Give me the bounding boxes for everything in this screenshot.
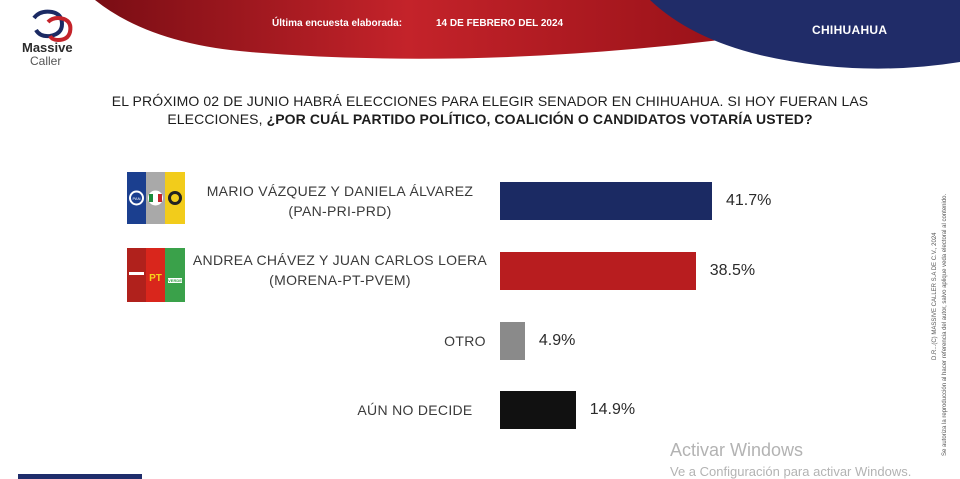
region-label: CHIHUAHUA: [812, 23, 888, 37]
activate-windows-subtitle: Ve a Configuración para activar Windows.: [670, 464, 912, 479]
candidate-names-1: MARIO VÁZQUEZ Y DANIELA ÁLVAREZ: [206, 183, 474, 199]
value-label-3: 4.9%: [538, 332, 576, 349]
bar-aun-no-decide: [500, 391, 576, 429]
massive-caller-logo-icon: [32, 9, 73, 43]
header-red-band: [95, 0, 720, 59]
pvem-logo-icon: VERDE: [165, 248, 185, 302]
bar-mario-vazquez: [500, 182, 712, 220]
pan-logo-icon: PAN: [127, 172, 146, 224]
question-emphasis: ¿POR CUÁL PARTIDO POLÍTICO, COALICIÓN O …: [266, 111, 813, 127]
copyright-line1: D.R...(C) MASSIVE CALLER S.A DE C.V., 20…: [932, 232, 938, 361]
value-label-2: 38.5%: [709, 262, 756, 279]
coalition-logos-2: PT VERDE: [127, 248, 185, 302]
activate-windows-title: Activar Windows: [670, 440, 804, 460]
candidate-names-2: ANDREA CHÁVEZ Y JUAN CARLOS LOERA: [192, 252, 488, 268]
brand-name-line2: Caller: [30, 54, 62, 68]
coalition-name-1: (PAN-PRI-PRD): [288, 203, 392, 219]
row-label-4: AÚN NO DECIDE: [340, 400, 490, 420]
row-label-2: ANDREA CHÁVEZ Y JUAN CARLOS LOERA (MOREN…: [190, 250, 490, 290]
row-label-3: OTRO: [390, 331, 540, 351]
morena-logo-icon: [127, 248, 146, 302]
pri-logo-icon: [146, 172, 165, 224]
value-label-1: 41.7%: [726, 192, 772, 209]
header-navy-shape: [650, 0, 960, 69]
survey-date: 14 DE FEBRERO DEL 2024: [436, 18, 564, 29]
brand-name-line1: Massive: [22, 40, 73, 55]
bar-andrea-chavez: [500, 252, 696, 290]
svg-text:PT: PT: [149, 273, 162, 284]
option-undecided: AÚN NO DECIDE: [357, 402, 473, 418]
bottom-strip: [18, 474, 142, 479]
svg-text:VERDE: VERDE: [168, 278, 182, 283]
copyright-note: D.R...(C) MASSIVE CALLER S.A DE C.V., 20…: [930, 100, 954, 460]
copyright-line2: Se autoriza la reproducción al hacer ref…: [942, 193, 948, 456]
option-other: OTRO: [444, 333, 486, 349]
coalition-logos-1: PAN: [127, 172, 185, 224]
coalition-name-2: (MORENA-PT-PVEM): [269, 272, 411, 288]
prd-logo-icon: [165, 172, 185, 224]
question-text: EL PRÓXIMO 02 DE JUNIO HABRÁ ELECCIONES …: [111, 93, 869, 127]
row-label-1: MARIO VÁZQUEZ Y DANIELA ÁLVAREZ (PAN-PRI…: [190, 181, 490, 221]
svg-text:PAN: PAN: [133, 196, 141, 201]
survey-question: EL PRÓXIMO 02 DE JUNIO HABRÁ ELECCIONES …: [70, 92, 910, 128]
value-label-4: 14.9%: [589, 401, 636, 418]
bar-otro: [500, 322, 525, 360]
pt-logo-icon: PT: [146, 248, 165, 302]
last-survey-label: Última encuesta elaborada:: [272, 18, 403, 29]
